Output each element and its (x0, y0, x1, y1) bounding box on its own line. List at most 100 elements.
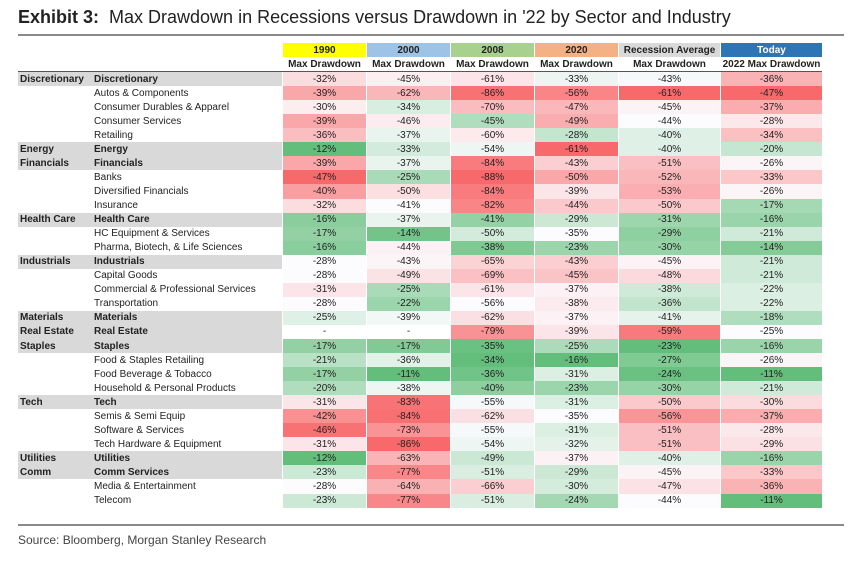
industry-label: Tech Hardware & Equipment (90, 437, 283, 452)
source-note: Source: Bloomberg, Morgan Stanley Resear… (18, 533, 267, 547)
column-group-header: 2000 (366, 43, 451, 58)
industry-label: Health Care (90, 212, 283, 227)
table-row: Retailing -36% -37% -60% -28% -40% -34% (18, 128, 822, 143)
drawdown-cell: -33% (720, 170, 822, 185)
drawdown-cell: -28% (282, 254, 367, 269)
column-group-header: 2008 (450, 43, 535, 58)
drawdown-cell: -21% (720, 268, 822, 283)
chart-title: Exhibit 3: Max Drawdown in Recessions ve… (18, 7, 731, 28)
industry-label: Utilities (90, 451, 283, 466)
sector-label (18, 100, 90, 115)
drawdown-cell: -23% (534, 240, 619, 255)
industry-label: Transportation (90, 296, 283, 311)
column-header: Max Drawdown (534, 57, 619, 73)
bottom-rule (18, 524, 844, 526)
drawdown-cell: -23% (534, 381, 619, 396)
sector-label (18, 423, 90, 438)
table-row: Discretionary Discretionary -32% -45% -61% -3… (18, 71, 822, 87)
drawdown-cell: -17% (720, 198, 822, 213)
sector-label: Real Estate (18, 324, 90, 339)
table-row: Banks -47% -25% -88% -50% -52% -33% (18, 170, 822, 185)
drawdown-cell: -65% (450, 254, 535, 269)
drawdown-cell: -28% (282, 296, 367, 311)
drawdown-cell: -79% (450, 324, 535, 339)
drawdown-cell: -37% (366, 212, 451, 227)
sector-label (18, 128, 90, 143)
drawdown-cell: -47% (618, 479, 721, 494)
table-row: Industrials Industrials -28% -43% -65% -43% -4… (18, 254, 822, 269)
sector-label (18, 282, 90, 297)
table-row: Software & Services -46% -73% -55% -31% -51% -… (18, 423, 822, 438)
title-text: Max Drawdown in Recessions versus Drawdo… (109, 7, 731, 27)
drawdown-cell: -24% (534, 493, 619, 508)
drawdown-cell: -30% (534, 479, 619, 494)
drawdown-cell: -40% (282, 184, 367, 199)
sector-label (18, 226, 90, 241)
table-row: Consumer Durables & Apparel -30% -34% -70% -… (18, 100, 822, 115)
drawdown-cell: -16% (534, 353, 619, 368)
table-row: Household & Personal Products -20% -38% -40… (18, 381, 822, 396)
industry-label: Media & Entertainment (90, 479, 283, 494)
sector-label (18, 184, 90, 199)
drawdown-cell: -28% (720, 423, 822, 438)
sector-label (18, 268, 90, 283)
drawdown-cell: -77% (366, 493, 451, 508)
drawdown-cell: -22% (720, 296, 822, 311)
drawdown-cell: -17% (282, 367, 367, 382)
drawdown-cell: -39% (366, 310, 451, 325)
header-row-metrics: Max Drawdown Max Drawdown Max Drawdown Max … (18, 57, 822, 73)
column-header: Max Drawdown (282, 57, 367, 73)
drawdown-cell: -44% (534, 198, 619, 213)
drawdown-cell: -61% (450, 282, 535, 297)
drawdown-cell: -39% (282, 114, 367, 129)
sector-label (18, 240, 90, 255)
drawdown-cell: -32% (282, 198, 367, 213)
drawdown-cell: -45% (618, 465, 721, 480)
drawdown-cell: -32% (534, 437, 619, 452)
drawdown-cell: -29% (618, 226, 721, 241)
drawdown-cell: -34% (720, 128, 822, 143)
industry-label: Industrials (90, 254, 283, 269)
drawdown-cell: -54% (450, 142, 535, 157)
drawdown-cell: -26% (720, 353, 822, 368)
drawdown-cell: -52% (618, 170, 721, 185)
drawdown-cell: -41% (366, 198, 451, 213)
drawdown-cell: -21% (720, 254, 822, 269)
drawdown-cell: -84% (450, 156, 535, 171)
industry-label: Insurance (90, 198, 283, 213)
drawdown-cell: -77% (366, 465, 451, 480)
drawdown-cell: -49% (366, 268, 451, 283)
drawdown-cell: -50% (366, 184, 451, 199)
industry-label: HC Equipment & Services (90, 226, 283, 241)
drawdown-cell: -16% (720, 451, 822, 466)
table-row: Media & Entertainment -28% -64% -66% -30% -47… (18, 479, 822, 494)
industry-label: Retailing (90, 128, 283, 143)
drawdown-cell: -46% (282, 423, 367, 438)
drawdown-cell: -62% (450, 310, 535, 325)
drawdown-cell: -34% (366, 100, 451, 115)
drawdown-cell: -25% (534, 338, 619, 354)
drawdown-cell: -36% (450, 367, 535, 382)
table-row: Financials Financials -39% -37% -84% -43% -51%… (18, 156, 822, 171)
drawdown-cell: -51% (450, 465, 535, 480)
drawdown-cell: -86% (450, 86, 535, 101)
drawdown-cell: -36% (366, 353, 451, 368)
sector-label (18, 479, 90, 494)
drawdown-cell: -26% (720, 184, 822, 199)
drawdown-cell: -11% (720, 493, 822, 508)
table-row: Semis & Semi Equip -42% -84% -62% -35% -56% -3… (18, 409, 822, 424)
table-row: Pharma, Biotech, & Life Sciences -16% -44%… (18, 240, 822, 255)
drawdown-cell: -50% (618, 395, 721, 410)
drawdown-cell: -44% (366, 240, 451, 255)
industry-label: Food Beverage & Tobacco (90, 367, 283, 382)
drawdown-cell: -37% (534, 310, 619, 325)
drawdown-cell: -36% (282, 128, 367, 143)
drawdown-cell: -56% (534, 86, 619, 101)
drawdown-cell: -30% (282, 100, 367, 115)
drawdown-cell: -37% (720, 100, 822, 115)
drawdown-cell: -40% (618, 451, 721, 466)
header-blank-industry (90, 43, 283, 58)
sector-label: Tech (18, 395, 90, 410)
table-row: Utilities Utilities -12% -63% -49% -37% -40% -1… (18, 451, 822, 466)
drawdown-cell: -44% (618, 114, 721, 129)
